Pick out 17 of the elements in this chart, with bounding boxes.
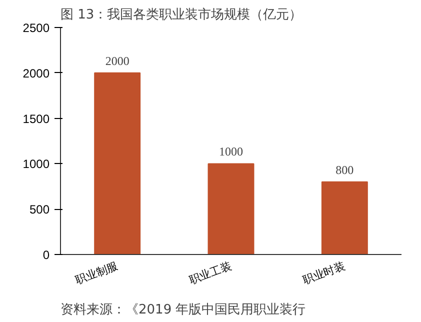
data-label: 2000 <box>105 54 130 68</box>
chart-title: 图 13：我国各类职业装市场规模（亿元） <box>60 8 302 22</box>
data-label: 1000 <box>219 144 243 159</box>
x-tick-label: 职业工装 <box>187 259 234 287</box>
y-tick-label: 1000 <box>22 157 50 172</box>
data-label: 800 <box>336 162 354 177</box>
y-tick-label: 2000 <box>22 66 50 80</box>
text: 资料来源：《2019 年版中国民用职业装行 <box>60 302 306 318</box>
y-tick-label: 2500 <box>22 21 50 35</box>
x-tick-label: 职业制服 <box>74 259 120 287</box>
bar <box>208 163 254 254</box>
y-tick-label: 500 <box>29 202 50 217</box>
y-tick-label: 1500 <box>22 112 50 126</box>
x-tick-label: 职业时装 <box>301 259 347 287</box>
bar <box>94 72 141 254</box>
bar <box>321 181 368 254</box>
y-tick-label: 0 <box>42 248 50 262</box>
